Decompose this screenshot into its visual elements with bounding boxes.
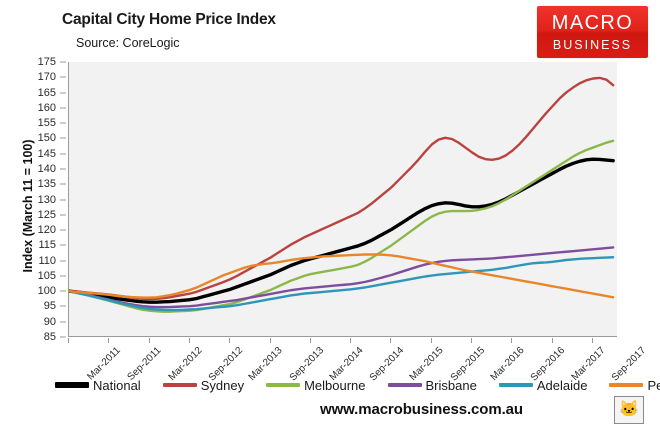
y-tick-label: 140 [37, 162, 56, 175]
y-tick-label: 145 [37, 147, 56, 160]
logo-text-macro: MACRO [551, 11, 634, 34]
legend-label: Brisbane [425, 377, 477, 393]
legend-item-national[interactable]: National [55, 378, 141, 393]
y-tick-mark [60, 305, 66, 307]
x-axis-labels: Mar-2011 Sep-2011 Mar-2012 Sep-2012 Mar-2013… [0, 338, 660, 383]
y-tick-label: 115 [38, 239, 56, 252]
y-tick-label: 155 [37, 117, 56, 130]
y-tick-label: 125 [37, 208, 56, 221]
y-tick-mark [60, 122, 66, 124]
y-tick-mark [60, 183, 66, 185]
y-tick-mark [60, 76, 66, 78]
x-tick-mark [148, 338, 150, 343]
y-tick-mark [60, 275, 66, 277]
x-tick-mark [471, 338, 473, 343]
x-tick-mark [108, 338, 110, 343]
y-tick-label: 165 [37, 86, 56, 99]
x-tick-mark [188, 338, 190, 343]
y-tick-mark [60, 153, 66, 155]
series-line-perth [69, 253, 615, 299]
y-tick-label: 85 [43, 331, 56, 343]
chart-source-label: Source: CoreLogic [76, 36, 180, 50]
y-tick-mark [60, 229, 66, 231]
plot-area [68, 62, 617, 337]
chart-legend: National Sydney Melbourne Brisbane Adelaide P… [55, 374, 660, 396]
y-tick-mark [60, 137, 66, 139]
x-tick-mark [309, 338, 311, 343]
y-tick-label: 170 [37, 71, 56, 84]
y-tick-mark [60, 260, 66, 262]
y-tick-mark [60, 321, 66, 323]
legend-item-sydney[interactable]: Sydney [162, 377, 245, 393]
legend-swatch [266, 383, 301, 387]
page-title: Capital City Home Price Index [62, 11, 276, 28]
series-line-adelaide [69, 256, 615, 312]
y-tick-mark [60, 61, 66, 63]
y-tick-mark [60, 290, 66, 292]
series-line-melbourne [69, 139, 615, 313]
legend-swatch [55, 382, 89, 388]
y-tick-mark [60, 92, 66, 94]
x-tick-mark [350, 338, 352, 343]
y-tick-label: 135 [37, 178, 56, 191]
y-tick-mark [60, 244, 66, 246]
y-tick-mark [60, 214, 66, 216]
series-lines [69, 76, 615, 313]
series-line-brisbane [69, 246, 615, 309]
y-tick-label: 160 [37, 101, 56, 114]
y-tick-label: 95 [43, 300, 56, 313]
y-tick-label: 90 [43, 315, 56, 328]
y-tick-mark [60, 336, 66, 338]
y-axis-labels: 175 170 165 160 155 150 145 140 135 130 125 120 115 1… [0, 56, 66, 343]
series-line-national [69, 157, 615, 304]
y-tick-label: 105 [37, 269, 56, 282]
footer-website-url[interactable]: www.macrobusiness.com.au [320, 401, 523, 418]
x-tick-mark [551, 338, 553, 343]
legend-label: Sydney [200, 377, 245, 393]
series-line-sydney [69, 76, 615, 301]
legend-item-brisbane[interactable]: Brisbane [387, 377, 477, 393]
legend-swatch [609, 383, 644, 387]
legend-swatch [162, 383, 197, 387]
x-tick-mark [511, 338, 513, 343]
legend-item-melbourne[interactable]: Melbourne [266, 377, 366, 393]
y-tick-label: 100 [37, 285, 56, 298]
legend-label: Adelaide [536, 377, 588, 393]
x-tick-mark [592, 338, 593, 343]
y-tick-label: 110 [38, 254, 56, 267]
y-tick-mark [60, 168, 66, 170]
x-tick-mark [68, 338, 69, 343]
y-tick-label: 120 [37, 224, 56, 237]
y-tick-label: 175 [37, 56, 56, 68]
legend-item-adelaide[interactable]: Adelaide [498, 377, 588, 393]
y-tick-label: 150 [37, 132, 56, 145]
legend-label: National [93, 377, 141, 393]
x-tick-mark [390, 338, 392, 343]
legend-label: Melbourne [304, 377, 366, 393]
legend-label: Perth [647, 377, 660, 393]
logo-text-business: BUSINESS [552, 37, 633, 52]
macrobusiness-logo[interactable]: MACRO BUSINESS [537, 6, 648, 58]
y-tick-label: 130 [37, 193, 56, 206]
cat-face-icon: 🐱 [614, 396, 644, 424]
x-tick-mark [269, 338, 271, 343]
y-tick-mark [60, 199, 66, 200]
legend-swatch [498, 383, 533, 387]
legend-swatch [387, 383, 422, 387]
x-tick-mark [229, 338, 231, 343]
y-tick-mark [60, 107, 66, 109]
legend-item-perth[interactable]: Perth [609, 378, 660, 393]
x-tick-mark [430, 338, 432, 343]
